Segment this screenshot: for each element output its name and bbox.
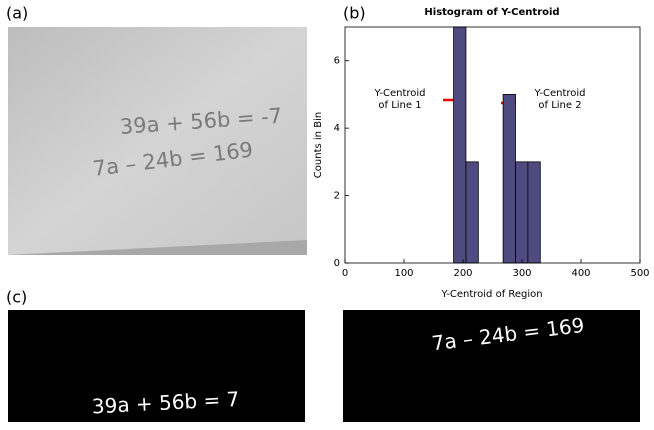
panel-label: (c) bbox=[6, 288, 27, 307]
segment-image bbox=[8, 310, 305, 422]
chart-title: Histogram of Y-Centroid bbox=[424, 7, 559, 18]
bar bbox=[465, 161, 479, 264]
x-tick-label: 0 bbox=[342, 268, 348, 279]
x-tick-label: 300 bbox=[512, 268, 531, 279]
annotation: Y-Centroid of Line 2 bbox=[533, 88, 585, 111]
axes-box bbox=[344, 26, 641, 264]
photo-edge bbox=[8, 240, 307, 255]
y-tick-label: 4 bbox=[334, 123, 340, 134]
panel-label: (a) bbox=[6, 4, 28, 23]
segment-image bbox=[343, 310, 640, 422]
y-axis-label: Counts in Bin bbox=[313, 112, 324, 178]
photo bbox=[8, 27, 307, 255]
x-tick-label: 200 bbox=[453, 268, 472, 279]
x-tick-label: 100 bbox=[394, 268, 413, 279]
x-axis-label: Y-Centroid of Region bbox=[440, 289, 542, 300]
bar bbox=[453, 26, 467, 264]
y-tick-label: 0 bbox=[334, 258, 340, 269]
bar bbox=[527, 161, 541, 264]
x-tick-label: 400 bbox=[571, 268, 590, 279]
y-tick-label: 2 bbox=[334, 191, 340, 202]
annotation: Y-Centroid of Line 1 bbox=[373, 88, 425, 111]
x-tick-label: 500 bbox=[630, 268, 649, 279]
bar bbox=[502, 94, 516, 264]
panel-label: (b) bbox=[343, 4, 366, 23]
y-tick-label: 6 bbox=[334, 56, 340, 67]
bar bbox=[515, 161, 529, 264]
